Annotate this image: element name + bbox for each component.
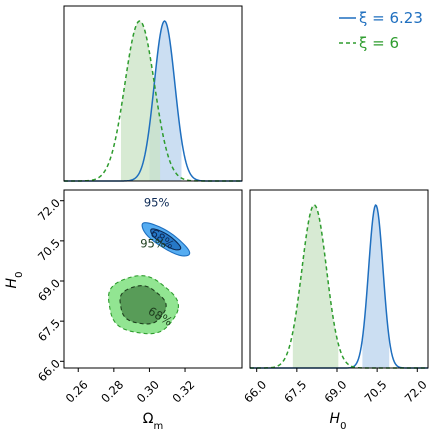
green-contour-label-0: 95%: [140, 237, 166, 251]
green-Omega_m-posterior-curve: [64, 20, 242, 182]
h0-y-tick-label-4: 72.0: [35, 196, 63, 224]
x-axis-label-h0-sub: 0: [340, 421, 346, 432]
green-H0-posterior-curve: [250, 204, 428, 369]
legend-entry-blue: ξ = 6.23: [339, 9, 423, 27]
green-Omega_m-credible-band: [120, 21, 161, 181]
legend-label-blue: ξ = 6.23: [359, 9, 423, 27]
h0-x-tick-label-4: 72.0: [402, 378, 430, 406]
omega-m-h0-contour-panel: 95%68%95%68% 0.26 0.28 0.30 0.32 66.067.569…: [4, 189, 243, 432]
x-axis-label-omega-m-sub: m: [153, 421, 163, 432]
legend-label-green: ξ = 6: [359, 34, 399, 52]
legend: ξ = 6.23 ξ = 6: [339, 9, 423, 52]
h0-x-tick-label-0: 66.0: [241, 378, 269, 406]
y-axis-label-h0: H0: [4, 272, 25, 289]
legend-entry-green: ξ = 6: [339, 34, 399, 52]
blue-H0-credible-band: [362, 205, 390, 368]
omega-m-x-tick-label-1: 0.28: [98, 378, 126, 406]
h0-y-tick-label-3: 70.5: [35, 236, 63, 264]
y-axis-label-h0-main: H: [4, 277, 20, 288]
green-68-contour: [119, 285, 167, 325]
omega-m-x-tick-label-2: 0.30: [134, 378, 162, 406]
h0-y-tick-label-2: 69.0: [35, 276, 63, 304]
h0-marginal-panel: 66.0 67.5 69.0 70.5 72.0 H0: [241, 189, 430, 432]
blue-68-contour: [150, 228, 182, 251]
h0-y-tick-label-0: 66.0: [35, 356, 63, 384]
blue-contour-label-0: 95%: [144, 196, 170, 210]
x-axis-label-omega-m: Ωm: [143, 411, 163, 432]
green-H0-credible-band: [292, 205, 339, 368]
h0-x-tick-label-2: 69.0: [321, 378, 349, 406]
omega-m-x-tick-label-3: 0.32: [169, 378, 197, 406]
y-axis-label-h0-sub: 0: [14, 272, 25, 278]
h0-x-tick-label-3: 70.5: [362, 378, 390, 406]
omega-m-marginal-panel: [63, 5, 243, 182]
omega-m-x-tick-label-0: 0.26: [63, 378, 91, 406]
h0-y-tick-label-1: 67.5: [35, 316, 63, 344]
x-axis-label-h0-main: H: [330, 411, 341, 427]
x-axis-label-h0: H0: [330, 411, 347, 432]
h0-x-tick-label-1: 67.5: [281, 378, 309, 406]
x-axis-label-omega-m-main: Ω: [143, 411, 154, 427]
